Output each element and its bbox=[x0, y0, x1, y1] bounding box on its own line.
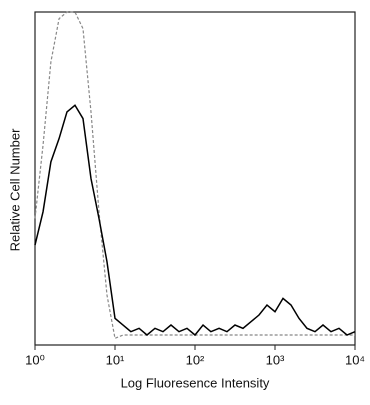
y-axis-label: Relative Cell Number bbox=[7, 128, 22, 251]
x-tick-label: 10⁰ bbox=[25, 352, 45, 367]
plot-frame bbox=[34, 11, 356, 346]
x-tick-label: 10⁴ bbox=[345, 352, 365, 367]
x-axis-label: Log Fluoresence Intensity bbox=[121, 375, 270, 390]
x-tick-label: 10¹ bbox=[106, 352, 125, 367]
series-line bbox=[34, 11, 355, 340]
x-tick-label: 10² bbox=[186, 352, 205, 367]
series-line bbox=[34, 104, 356, 337]
x-tick-label: 10³ bbox=[266, 352, 285, 367]
